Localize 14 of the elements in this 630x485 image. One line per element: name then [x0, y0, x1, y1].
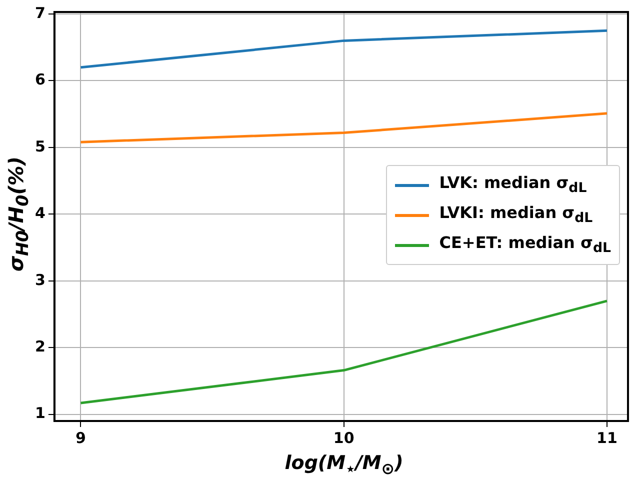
- x-tick-label: 9: [76, 428, 86, 447]
- legend-label: CE+ET: median σ$_{dL}$: [439, 233, 611, 257]
- legend-label: LVK: median σ$_{dL}$: [439, 173, 587, 197]
- x-tick-label: 10: [333, 428, 354, 447]
- x-axis-title: log(M$_{⋆}$/M$_{⊙}$): [284, 452, 404, 478]
- y-tick-label: 6: [35, 70, 46, 89]
- y-tick-label: 1: [35, 404, 46, 422]
- y-tick-label: 4: [35, 204, 46, 222]
- y-tick-label: 3: [35, 270, 46, 289]
- legend-label: LVKI: median σ$_{dL}$: [439, 203, 593, 227]
- y-tick-label: 2: [35, 337, 46, 356]
- y-tick-label: 7: [35, 4, 46, 22]
- x-tick-label: 11: [596, 428, 618, 447]
- y-tick-label: 5: [35, 137, 46, 156]
